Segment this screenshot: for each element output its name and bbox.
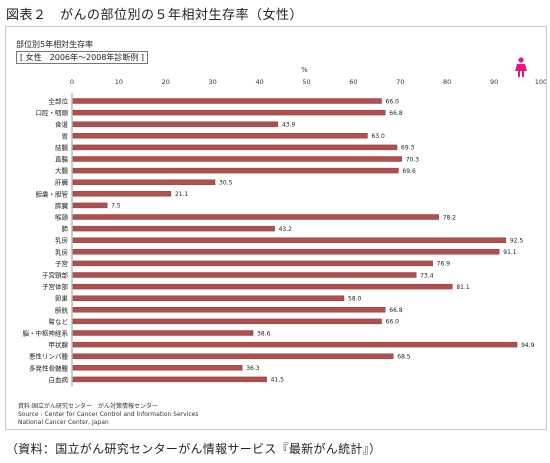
data-label: 7.5 <box>111 203 121 210</box>
x-axis-unit: % <box>301 66 308 74</box>
chart-subtitle-line1: 部位別5年相対生存率 <box>16 40 94 49</box>
data-label: 69.3 <box>401 145 415 152</box>
data-label: 21.1 <box>175 191 189 198</box>
x-tick-label: 30 <box>209 78 217 86</box>
data-label: 38.6 <box>257 330 271 337</box>
data-label: 36.3 <box>246 365 260 372</box>
x-tick-label: 40 <box>255 78 263 86</box>
source-line: National Cancer Center, Japan <box>18 419 109 426</box>
category-label: 悪性リンパ腫 <box>29 352 69 361</box>
bar <box>72 109 386 116</box>
category-label: 子宮頸部 <box>42 271 69 280</box>
chart-frame: 部位別5年相対生存率 [ 女性 2006年～2008年診断例 ] % 0 10 20 3… <box>5 26 547 430</box>
footer-source: （資料：国立がん研究センターがん情報サービス『最新がん統計』） <box>6 442 382 456</box>
x-tick-label: 10 <box>115 78 123 86</box>
data-label: 58.0 <box>348 296 362 303</box>
bar <box>72 365 243 371</box>
data-label: 76.9 <box>437 261 451 268</box>
category-label: 脳・中枢神経系 <box>23 329 69 338</box>
chart-subtitle-line2: [ 女性 2006年～2008年診断例 ] <box>16 51 149 64</box>
bar <box>72 144 398 151</box>
bar-chart: % 0 10 20 30 40 50 60 70 80 90 100 全部位 66.0 口腔・咽頭 66.8 食… <box>23 66 546 387</box>
category-label: 口腔・咽頭 <box>36 108 69 117</box>
category-label: 大腸 <box>55 166 69 175</box>
category-label: 結腸 <box>55 143 69 152</box>
bar <box>72 156 402 162</box>
category-label: 白血病 <box>49 375 69 384</box>
x-tick-label: 50 <box>302 78 310 86</box>
bar <box>72 237 507 243</box>
bar <box>72 191 172 197</box>
data-label: 91.1 <box>503 249 517 256</box>
category-label: 子宮体部 <box>42 282 69 291</box>
category-label: 卵巣 <box>55 294 69 303</box>
bar <box>72 272 417 278</box>
x-tick-label: 80 <box>443 78 451 86</box>
bar <box>72 318 382 325</box>
data-label: 30.5 <box>219 180 233 187</box>
x-tick-label: 20 <box>162 78 170 86</box>
category-label: 肺 <box>62 225 69 233</box>
x-tick-label: 100 <box>535 78 546 86</box>
bar <box>72 179 216 185</box>
data-label: 43.2 <box>279 226 293 233</box>
bar <box>72 295 345 301</box>
data-label: 66.0 <box>386 319 400 326</box>
source-line: Source : Center for Cancer Control and I… <box>18 411 199 418</box>
bar <box>72 260 433 267</box>
source-note: 資料:国立がん研究センター がん対策情報センター Source : Center… <box>18 403 198 427</box>
data-label: 68.5 <box>397 354 411 361</box>
category-label: 甲状腺 <box>49 340 69 349</box>
category-label: 子宮 <box>55 259 68 268</box>
bar <box>72 121 279 127</box>
category-label: 胆嚢・胆管 <box>36 189 69 198</box>
bar <box>72 341 518 348</box>
category-label: 多発性骨髄腫 <box>29 363 69 372</box>
category-label: 胃 <box>62 132 69 140</box>
bar <box>72 283 453 290</box>
data-label: 94.9 <box>521 342 535 349</box>
female-icon <box>515 57 527 77</box>
data-label: 43.9 <box>282 122 296 129</box>
data-label: 41.5 <box>271 377 285 384</box>
data-label: 73.4 <box>420 272 434 279</box>
bar <box>72 376 267 383</box>
category-label: 食道 <box>55 120 69 129</box>
category-label: 腎など <box>49 317 69 326</box>
category-label: 全部位 <box>49 97 69 106</box>
x-tick-label: 90 <box>490 78 498 86</box>
x-tick-label: 0 <box>70 78 74 86</box>
data-label: 92.5 <box>510 238 524 245</box>
bar <box>72 225 275 232</box>
data-label: 69.6 <box>402 168 416 175</box>
data-label: 66.0 <box>386 98 400 105</box>
data-label: 81.1 <box>456 284 470 291</box>
bar <box>72 167 399 174</box>
data-label: 78.2 <box>443 214 457 221</box>
category-label: 肝臓 <box>55 178 69 187</box>
category-label: 膵臓 <box>55 201 69 210</box>
data-label: 66.8 <box>389 110 403 117</box>
bar <box>72 202 108 209</box>
category-label: 喉頭 <box>55 213 69 222</box>
x-tick-label: 60 <box>349 78 357 86</box>
bar <box>72 214 439 220</box>
chart-subtitle: 部位別5年相対生存率 [ 女性 2006年～2008年診断例 ] <box>16 39 149 64</box>
category-label: 乳房 <box>55 236 68 245</box>
bar <box>72 133 368 139</box>
bar <box>72 330 254 336</box>
bar <box>72 353 394 359</box>
data-label: 66.8 <box>389 307 403 314</box>
figure-title: 図表２ がんの部位別の５年相対生存率（女性） <box>6 8 304 23</box>
data-label: 70.3 <box>406 156 420 163</box>
category-label: 乳房 <box>55 247 68 256</box>
bar <box>72 307 386 313</box>
category-label: 膀胱 <box>55 305 69 314</box>
category-label: 直腸 <box>55 155 69 164</box>
source-line: 資料:国立がん研究センター がん対策情報センター <box>18 403 159 410</box>
bar <box>72 249 500 255</box>
x-tick-label: 70 <box>396 78 404 86</box>
bar <box>72 98 382 104</box>
data-label: 63.0 <box>371 133 385 140</box>
